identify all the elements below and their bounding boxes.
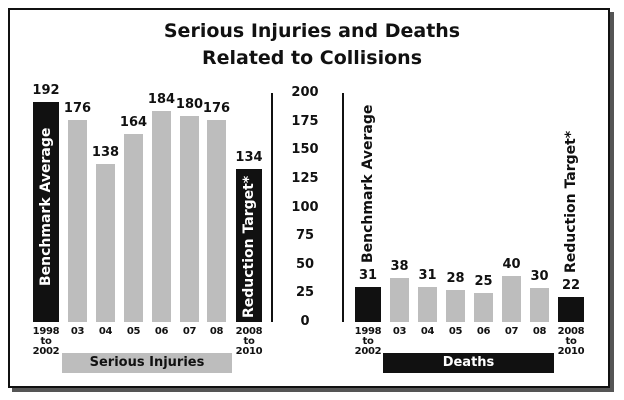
value-label: 180 [175, 96, 204, 112]
x-tick-label: 06 [154, 326, 169, 337]
x-tick-label: 07 [182, 326, 197, 337]
y-tick-label: 25 [295, 285, 315, 301]
x-tick-label: 1998 to 2002 [354, 326, 382, 357]
x-tick-label: 05 [448, 326, 463, 337]
x-tick-label: 05 [126, 326, 141, 337]
value-label: 28 [446, 270, 465, 286]
x-tick-label: 04 [98, 326, 113, 337]
bar [446, 289, 465, 322]
x-tick-label: 04 [420, 326, 435, 337]
y-tick-label: 75 [295, 228, 315, 244]
y-tick-label: 150 [291, 142, 319, 158]
x-tick-label: 1998 to 2002 [32, 326, 60, 357]
y-tick-label: 175 [291, 113, 319, 129]
bar [96, 163, 115, 322]
value-label: 31 [418, 267, 437, 283]
x-tick-label: 07 [504, 326, 519, 337]
bar [418, 286, 437, 322]
bar [558, 296, 584, 322]
bar [502, 276, 521, 322]
value-label: 38 [390, 259, 409, 275]
bar [152, 111, 171, 322]
value-label: 176 [63, 101, 92, 117]
bar-annotation: Reduction Target* [563, 130, 579, 273]
value-label: 184 [147, 92, 176, 108]
bar [355, 286, 381, 322]
x-axis-label: Serious Injuries [62, 353, 232, 373]
x-tick-label: 03 [392, 326, 407, 337]
bar [33, 102, 59, 322]
axis-line [342, 93, 344, 322]
value-label: 30 [530, 268, 549, 284]
bar [474, 293, 493, 322]
bar [180, 115, 199, 322]
bar-annotation: Benchmark Average [38, 127, 54, 286]
chart-title: Serious Injuries and Deaths Related to C… [163, 20, 461, 69]
x-tick-label: 08 [209, 326, 224, 337]
bar-annotation: Benchmark Average [360, 104, 376, 263]
value-label: 176 [202, 101, 231, 117]
bar [124, 134, 143, 322]
value-label: 40 [502, 257, 521, 273]
bar [236, 168, 262, 322]
bar [207, 120, 226, 322]
bar-annotation: Reduction Target* [241, 175, 257, 318]
value-label: 164 [119, 115, 148, 131]
x-tick-label: 03 [70, 326, 85, 337]
axis-line [271, 93, 273, 322]
y-tick-label: 0 [300, 314, 310, 329]
x-axis-label: Deaths [383, 353, 554, 373]
y-tick-label: 50 [295, 256, 315, 272]
bar [530, 287, 549, 322]
value-label: 192 [32, 83, 60, 99]
value-label: 22 [561, 277, 581, 293]
value-label: 25 [474, 274, 493, 290]
y-tick-label: 100 [291, 199, 319, 215]
value-label: 31 [358, 267, 378, 283]
value-label: 134 [235, 149, 263, 165]
x-tick-label: 2008 to 2010 [235, 326, 263, 357]
bar [68, 120, 87, 322]
y-tick-label: 200 [291, 85, 319, 100]
x-tick-label: 2008 to 2010 [557, 326, 585, 357]
y-tick-label: 125 [291, 170, 319, 186]
value-label: 138 [91, 144, 120, 160]
x-tick-label: 08 [532, 326, 547, 337]
x-tick-label: 06 [476, 326, 491, 337]
bar [390, 278, 409, 322]
